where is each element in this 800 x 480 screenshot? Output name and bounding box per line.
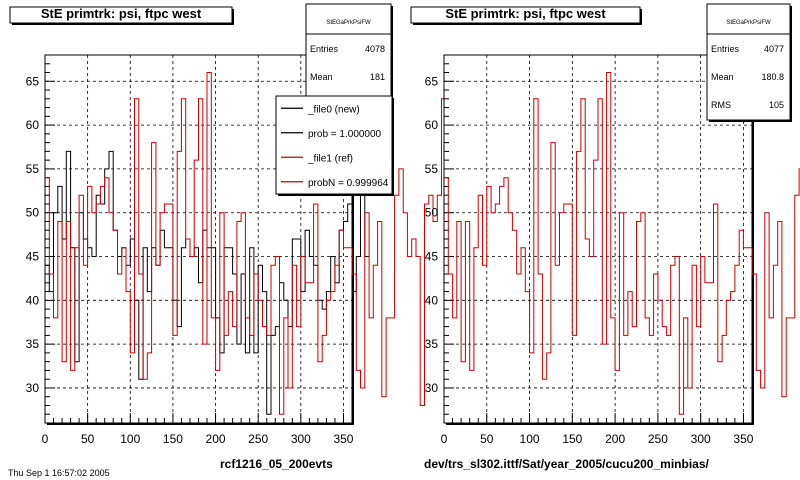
chart-title: StE primtrk: psi, ftpc west [41, 6, 202, 21]
stats-name: StEGaPrkPsiFW [726, 20, 771, 26]
plot-pad-2: 0 50 100 150 200 250 300 350 30 35 40 45 50 55 60 65 StE… [410, 3, 800, 471]
plot-pad-1: 0 50 100 150 200 250 300 3503035404550556065StE… [9, 3, 472, 471]
y-tick-label: 45 [425, 250, 439, 264]
y-tick-label: 30 [425, 381, 439, 395]
x-tick-label: 50 [480, 432, 494, 446]
histogram-series-2 [45, 72, 472, 415]
legend-label: _file0 (new) [307, 104, 360, 115]
legend-box [275, 95, 393, 195]
stats-value: 4077 [764, 44, 784, 54]
y-tick-label: 65 [425, 74, 439, 88]
x-tick-label: 50 [81, 432, 95, 446]
x-tick-label: 150 [163, 432, 183, 446]
y-tick-label: 40 [425, 293, 439, 307]
y-tick-label: 55 [26, 162, 40, 176]
stats-label: RMS [711, 100, 731, 110]
stats-value: 105 [769, 100, 784, 110]
y-tick-label: 30 [26, 381, 40, 395]
y-tick-label: 35 [26, 337, 40, 351]
stats-box [305, 3, 392, 99]
legend-label: probN = 0.999964 [308, 178, 389, 189]
y-tick-label: 60 [26, 118, 40, 132]
chart-title: StE primtrk: psi, ftpc west [445, 6, 606, 21]
x-axis-label: dev/trs_sl302.ittf/Sat/year_2005/cucu200… [424, 457, 709, 471]
x-tick-label: 250 [248, 432, 268, 446]
y-tick-label: 60 [425, 118, 439, 132]
x-tick-label: 0 [441, 432, 448, 446]
title-box [9, 6, 233, 24]
stats-name: StEGaPrkPsiFW [326, 20, 371, 26]
x-tick-label: 200 [206, 432, 226, 446]
y-tick-label: 50 [26, 206, 40, 220]
x-tick-label: 0 [42, 432, 49, 446]
y-tick-label: 55 [425, 162, 439, 176]
stats-value: 180.8 [761, 72, 784, 82]
stats-label: Mean [310, 72, 333, 82]
y-tick-label: 65 [26, 74, 40, 88]
x-tick-label: 200 [605, 432, 625, 446]
x-tick-label: 250 [648, 432, 668, 446]
stats-label: Entries [310, 44, 339, 54]
legend-label: _file1 (ref) [307, 153, 353, 164]
legend-label: prob = 1.000000 [308, 129, 382, 140]
stats-value: 181 [370, 72, 385, 82]
x-tick-label: 100 [120, 432, 140, 446]
x-tick-label: 350 [333, 432, 353, 446]
x-tick-label: 100 [520, 432, 540, 446]
y-tick-label: 35 [425, 337, 439, 351]
y-tick-label: 45 [26, 250, 40, 264]
y-tick-label: 40 [26, 293, 40, 307]
x-tick-label: 350 [733, 432, 753, 446]
histogram-series-1 [45, 150, 370, 415]
title-box [410, 6, 641, 24]
stats-label: Mean [711, 72, 734, 82]
footer-timestamp: Thu Sep 1 16:57:02 2005 [8, 468, 110, 478]
histogram-series-1 [444, 72, 800, 415]
x-tick-label: 150 [562, 432, 582, 446]
x-tick-label: 300 [291, 432, 311, 446]
stats-box [706, 3, 791, 121]
y-tick-label: 50 [425, 206, 439, 220]
stats-value: 4078 [365, 44, 385, 54]
x-axis-label: rcf1216_05_200evts [220, 457, 333, 471]
stats-label: Entries [711, 44, 740, 54]
x-tick-label: 300 [691, 432, 711, 446]
